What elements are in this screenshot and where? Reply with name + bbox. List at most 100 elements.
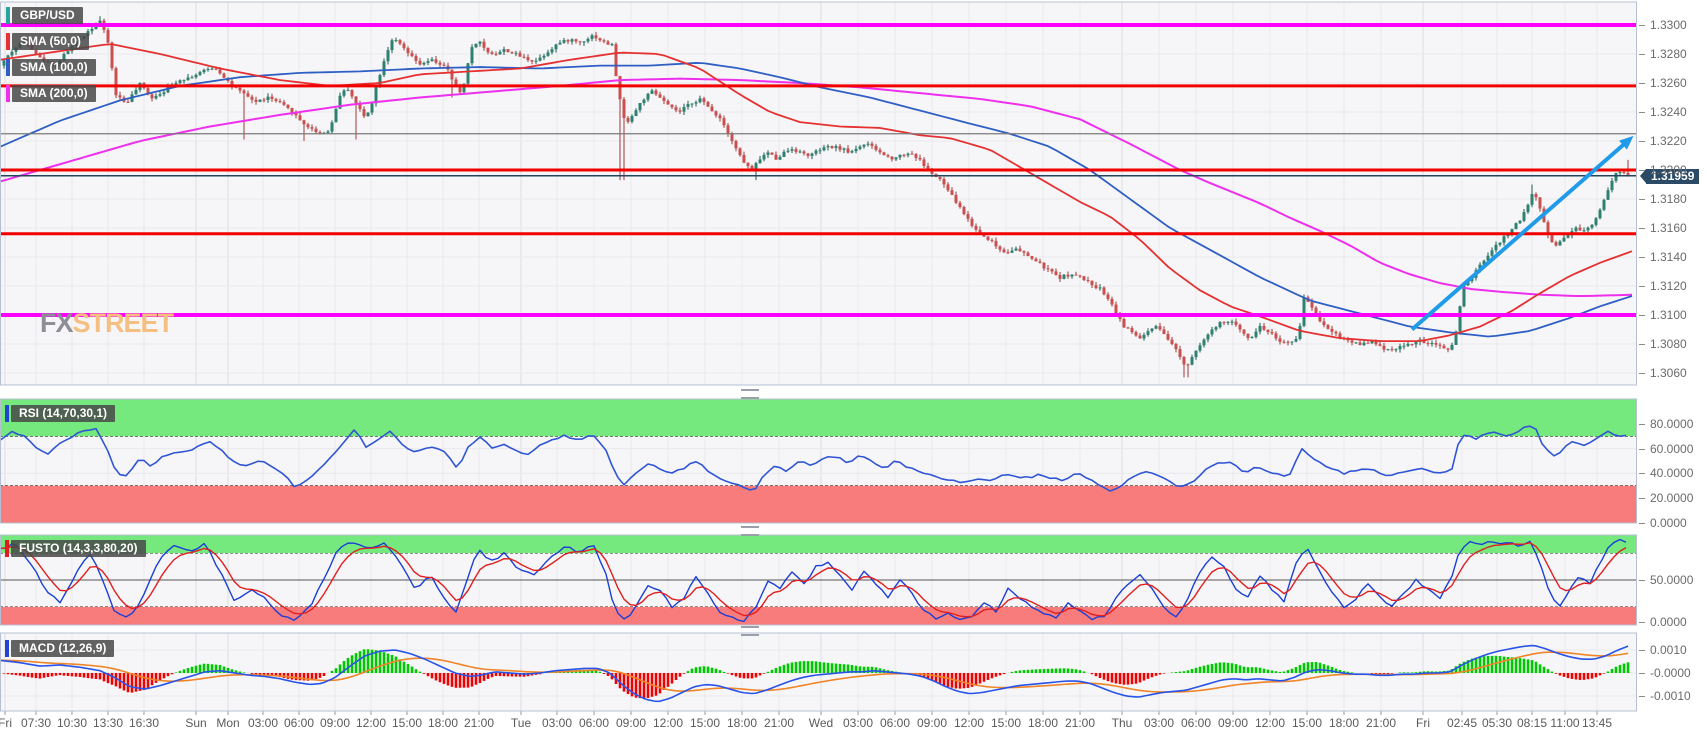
time-axis-label: 03:00 (842, 716, 874, 730)
time-axis-label: 06:00 (578, 716, 610, 730)
macd-line (0, 644, 1629, 703)
panel-border (0, 534, 1637, 626)
fusto-label[interactable]: FUSTO (14,3,3,80,20) (11, 540, 146, 557)
price-axis-label: 1.3100 (1650, 308, 1687, 322)
rsi-axis-label: 20.0000 (1650, 491, 1694, 506)
time-axis-label: 09:00 (615, 716, 647, 730)
macd-axis-tick (1639, 650, 1645, 651)
panel-border (0, 1, 1637, 386)
time-axis-label: 03:00 (1143, 716, 1175, 730)
sma100-marker (6, 59, 10, 76)
price-axis-tick (1639, 112, 1645, 113)
macd-label[interactable]: MACD (12,26,9) (11, 640, 115, 657)
fusto-axis-label: 50.0000 (1650, 573, 1694, 587)
price-axis-tick (1639, 199, 1645, 200)
price-axis-tick (1639, 170, 1645, 171)
time-axis-label: 08:15 (1516, 716, 1548, 730)
panel-border (0, 398, 1637, 524)
indicator-zone (0, 535, 1636, 553)
time-axis-label: 12:00 (1254, 716, 1286, 730)
price-axis-tick (1639, 25, 1645, 26)
symbol-label[interactable]: GBP/USD (12, 7, 83, 24)
sma200-marker (6, 85, 10, 102)
sma50-line (0, 43, 1633, 343)
panel-border (0, 632, 1637, 712)
indicator-zone (0, 607, 1636, 625)
time-axis-label: 06:00 (283, 716, 315, 730)
time-axis-label: 03:00 (247, 716, 279, 730)
rsi-axis-label: 40.0000 (1650, 466, 1694, 481)
price-axis-label: 1.3160 (1650, 221, 1687, 235)
pane-resize-handle[interactable] (741, 526, 759, 536)
time-axis-label: 15:00 (391, 716, 423, 730)
price-axis-tick (1639, 344, 1645, 345)
rsi-axis-label: 60.0000 (1650, 441, 1694, 456)
watermark-fx: FX (40, 308, 74, 338)
rsi-axis-tick (1639, 423, 1645, 425)
time-axis-label: 13:45 (1581, 716, 1613, 730)
price-axis-label: 1.3060 (1650, 366, 1687, 380)
fusto-k-line (0, 538, 1627, 623)
time-axis-label: Mon (216, 716, 240, 730)
time-axis-label: 03:00 (541, 716, 573, 730)
macd-axis-tick (1639, 673, 1645, 674)
sma50-label[interactable]: SMA (50,0) (12, 33, 89, 50)
rsi-axis-tick (1639, 523, 1645, 524)
time-axis-label: Tue (510, 716, 532, 730)
rsi-axis-label: 0.0000 (1650, 516, 1687, 530)
macd-axis-label: -0.0000 (1650, 666, 1691, 680)
macd-plot-area[interactable] (0, 633, 1636, 711)
rsi-axis-tick (1639, 473, 1645, 475)
macd-axis-label: 0.0010 (1650, 643, 1687, 657)
price-axis-tick (1639, 257, 1645, 258)
time-axis-label: 18:00 (427, 716, 459, 730)
rsi-label[interactable]: RSI (14,70,30,1) (11, 405, 116, 422)
time-axis-label: 05:30 (1481, 716, 1513, 730)
time-axis-label: 16:30 (128, 716, 160, 730)
macd-axis-tick (1639, 696, 1645, 697)
main-plot-area[interactable] (0, 2, 1636, 385)
time-axis-label: 15:00 (689, 716, 721, 730)
time-axis-label: 09:00 (319, 716, 351, 730)
price-axis-label: 1.3140 (1650, 250, 1687, 264)
fusto-axis-tick (1639, 580, 1645, 581)
price-axis-label: 1.3280 (1650, 47, 1687, 61)
time-axis-label: 18:00 (1027, 716, 1059, 730)
time-axis-label: 12:00 (355, 716, 387, 730)
time-axis-label: 15:00 (990, 716, 1022, 730)
fusto-d-line (0, 542, 1627, 618)
rsi-line (0, 425, 1627, 492)
indicator-zone (0, 399, 1636, 437)
time-axis-label: 09:00 (916, 716, 948, 730)
time-axis-label: 21:00 (463, 716, 495, 730)
sma100-label[interactable]: SMA (100,0) (12, 59, 96, 76)
fusto-marker (5, 540, 9, 557)
rsi-axis-tick (1639, 448, 1645, 450)
price-axis-tick (1639, 315, 1645, 316)
price-axis-label: 1.3300 (1650, 18, 1687, 32)
price-axis-tick (1639, 54, 1645, 55)
time-axis-label: 11:00 (1550, 716, 1580, 730)
ascending-trendline[interactable] (1410, 140, 1628, 332)
pane-resize-handle[interactable] (741, 626, 759, 636)
rsi-axis-tick (1639, 498, 1645, 500)
time-axis-label: Sun (185, 716, 207, 730)
macd-axis-label: -0.0010 (1650, 689, 1691, 703)
sma200-label[interactable]: SMA (200,0) (12, 85, 96, 102)
time-axis-label: 21:00 (1064, 716, 1096, 730)
price-axis-label: 1.3080 (1650, 337, 1687, 351)
price-axis-label: 1.3260 (1650, 76, 1687, 90)
price-axis-label: 1.3180 (1650, 192, 1687, 206)
time-axis-label: 12:00 (652, 716, 684, 730)
current-price-tag: 1.31959 (1639, 168, 1700, 184)
fusto-axis-label: 0.0000 (1650, 615, 1687, 630)
trendline-arrowhead (1619, 135, 1634, 150)
time-axis-label: 02:45 (1446, 716, 1478, 730)
time-axis-label: 12:00 (953, 716, 985, 730)
price-axis-label: 1.3200 (1650, 163, 1687, 177)
macd-marker (5, 640, 9, 657)
pane-resize-handle[interactable] (741, 389, 759, 399)
price-axis-label: 1.3220 (1650, 134, 1687, 148)
